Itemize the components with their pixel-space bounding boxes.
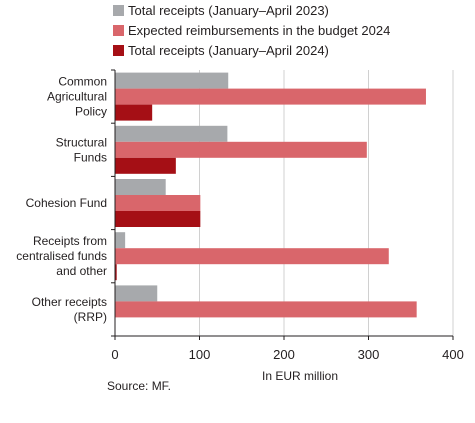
- legend-label: Expected reimbursements in the budget 20…: [128, 23, 390, 38]
- x-axis-title: In EUR million: [262, 369, 338, 383]
- x-tick-label: 300: [358, 347, 380, 362]
- x-ticks: 0 100 200 300 400: [111, 336, 464, 362]
- category-label: Structural Funds: [56, 135, 107, 164]
- legend-swatch: [113, 5, 124, 16]
- bar: [115, 72, 229, 89]
- bar: [115, 125, 228, 142]
- category-label: Receipts from centralised funds and other: [16, 234, 107, 278]
- category-label: Cohesion Fund: [26, 196, 107, 210]
- bar: [115, 104, 153, 121]
- bar: [115, 301, 417, 318]
- bar: [115, 179, 166, 195]
- x-tick-label: 400: [442, 347, 464, 362]
- bar: [115, 285, 158, 302]
- bar: [115, 248, 389, 265]
- bar: [115, 195, 201, 211]
- x-tick-label: 0: [111, 347, 118, 362]
- bars: [115, 72, 426, 318]
- legend-label: Total receipts (January–April 2024): [128, 43, 329, 58]
- source-note: Source: MF.: [107, 379, 171, 393]
- x-tick-label: 100: [189, 347, 211, 362]
- bar: [115, 157, 176, 174]
- category-label: Common Agricultural Policy: [47, 75, 107, 119]
- category-label: Other receipts (RRP): [32, 295, 107, 324]
- bar: [115, 88, 426, 105]
- bar: [115, 264, 117, 281]
- bar: [115, 211, 201, 227]
- x-tick-label: 200: [273, 347, 295, 362]
- bar: [115, 232, 126, 249]
- legend-swatch: [113, 25, 124, 36]
- bar: [115, 141, 367, 158]
- legend: Total receipts (January–April 2023) Expec…: [113, 3, 390, 58]
- category-labels: Common Agricultural Policy Structural Funds C…: [16, 75, 107, 324]
- grid: [199, 70, 454, 336]
- legend-swatch: [113, 45, 124, 56]
- legend-label: Total receipts (January–April 2023): [128, 3, 329, 18]
